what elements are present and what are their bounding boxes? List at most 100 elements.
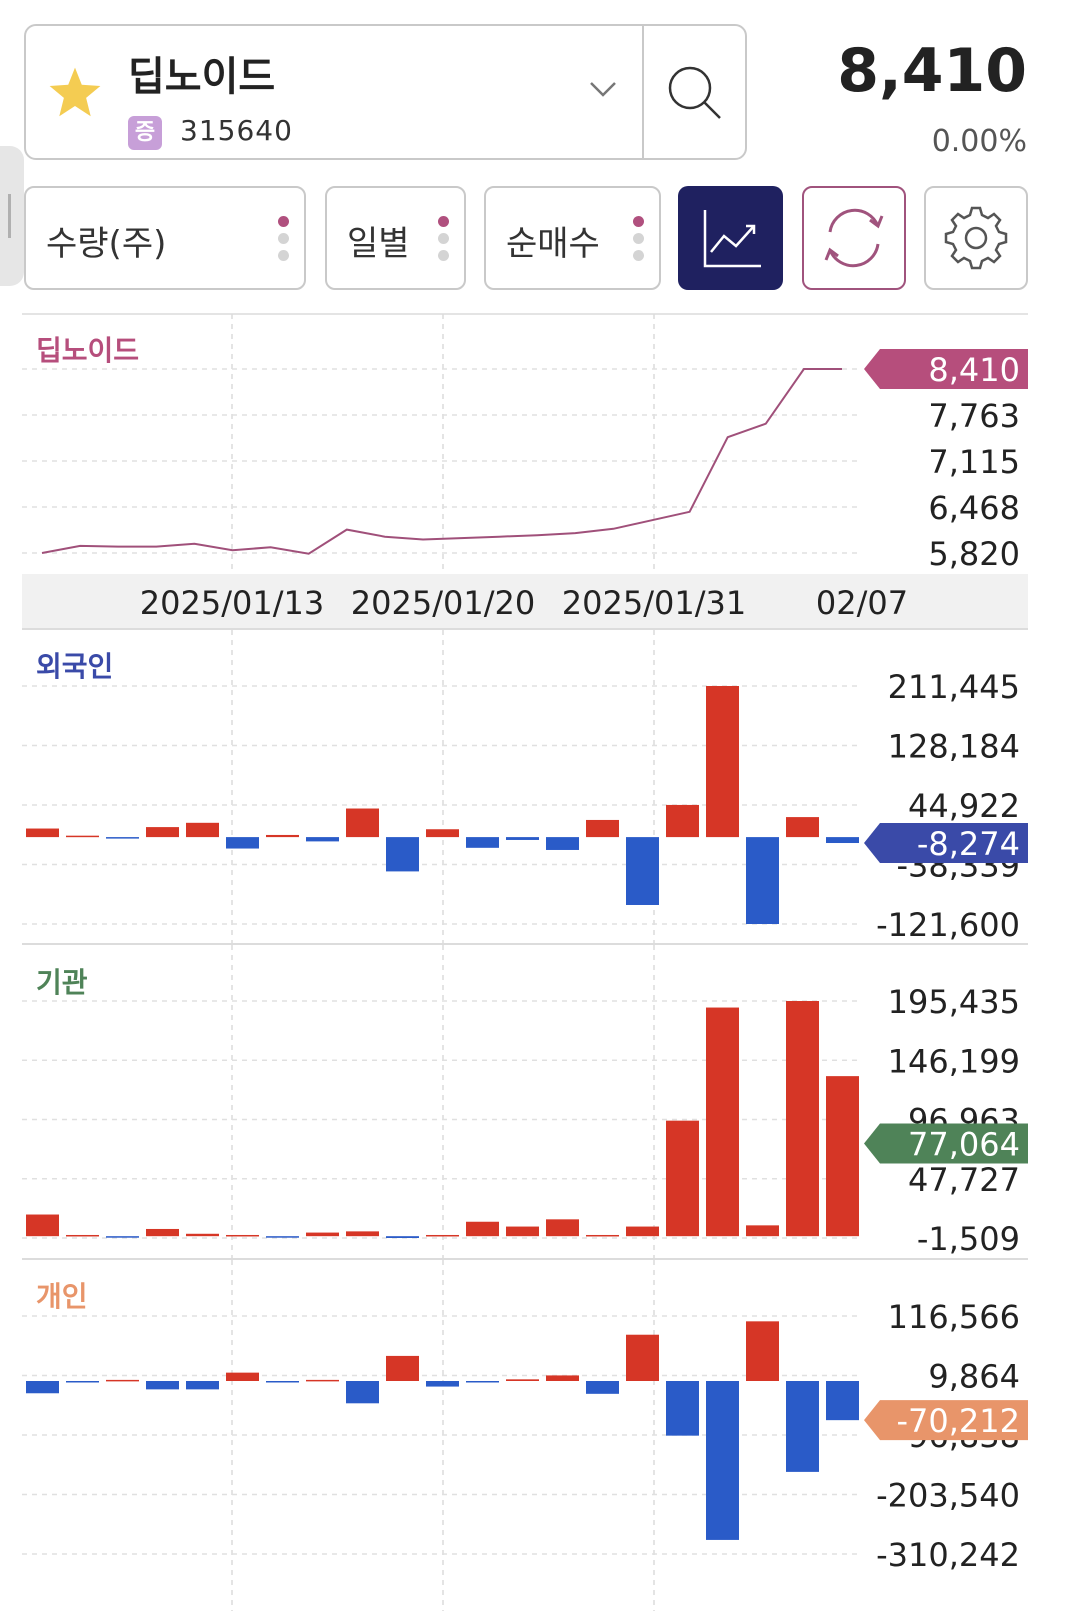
investor-trend-chart[interactable]: 8,410 7,763 7,115 6,468 5,820 딥노이드 2025/01/13 2… bbox=[0, 300, 1079, 1611]
period-selector[interactable]: 일별 bbox=[325, 186, 466, 290]
bar bbox=[226, 837, 259, 849]
bar bbox=[626, 837, 659, 905]
y-tick-label: -1,509 bbox=[917, 1220, 1020, 1258]
y-tick-label: 6,468 bbox=[928, 489, 1020, 527]
type-label: 순매수 bbox=[506, 224, 600, 264]
bar bbox=[386, 1236, 419, 1238]
bar bbox=[466, 1221, 499, 1237]
y-tick-label: 9,864 bbox=[928, 1358, 1020, 1396]
price-change: 0.00% bbox=[931, 124, 1027, 159]
y-tick-label: 128,184 bbox=[888, 728, 1020, 766]
bar bbox=[546, 1219, 579, 1237]
type-selector[interactable]: 순매수 bbox=[484, 186, 661, 290]
y-tick-label: 211,445 bbox=[888, 668, 1020, 706]
y-tick-label: 7,763 bbox=[928, 397, 1020, 435]
stock-code: 315640 bbox=[180, 114, 293, 147]
y-tick-label: 44,922 bbox=[908, 787, 1020, 825]
chart-view-button[interactable] bbox=[678, 186, 783, 290]
bar bbox=[626, 1334, 659, 1382]
bar bbox=[586, 1381, 619, 1394]
current-value-tag bbox=[864, 1400, 1028, 1441]
bar bbox=[306, 1379, 339, 1382]
bar bbox=[706, 686, 739, 838]
current-value-tag bbox=[864, 823, 1028, 864]
bar bbox=[546, 837, 579, 850]
bar bbox=[546, 1375, 579, 1382]
quantity-selector[interactable]: 수량(주) bbox=[24, 186, 306, 290]
bar bbox=[466, 837, 499, 848]
more-dots-icon bbox=[633, 216, 645, 267]
y-tick-label: 146,199 bbox=[888, 1042, 1020, 1080]
x-tick-label: 02/07 bbox=[816, 584, 908, 622]
bar bbox=[746, 837, 779, 924]
bar bbox=[586, 1234, 619, 1237]
bar bbox=[746, 1225, 779, 1237]
market-badge: 증 bbox=[128, 116, 162, 150]
bar bbox=[826, 1076, 859, 1237]
chevron-down-icon[interactable] bbox=[588, 78, 618, 100]
side-panel-handle[interactable] bbox=[0, 146, 24, 286]
bar bbox=[66, 835, 99, 838]
bar bbox=[66, 1381, 99, 1383]
current-value-label: -8,274 bbox=[917, 825, 1020, 863]
bar bbox=[266, 1381, 299, 1383]
bar bbox=[426, 1234, 459, 1237]
trend-chart-icon bbox=[703, 210, 761, 268]
bar bbox=[426, 1381, 459, 1387]
bar bbox=[226, 1372, 259, 1382]
y-tick-label: -310,242 bbox=[876, 1536, 1020, 1574]
bar bbox=[66, 1234, 99, 1237]
bar bbox=[266, 1236, 299, 1238]
current-value-label: -70,212 bbox=[896, 1402, 1020, 1440]
bar bbox=[226, 1234, 259, 1237]
current-value-tag bbox=[864, 1123, 1028, 1164]
bar bbox=[306, 1232, 339, 1237]
y-tick-label: 7,115 bbox=[928, 443, 1020, 481]
search-icon[interactable] bbox=[664, 62, 724, 122]
bar bbox=[746, 1321, 779, 1382]
bar bbox=[706, 1007, 739, 1237]
bar bbox=[506, 1379, 539, 1382]
x-tick-label: 2025/01/31 bbox=[562, 584, 746, 622]
panel-title: 개인 bbox=[36, 1280, 88, 1313]
bar bbox=[106, 1379, 139, 1382]
bar bbox=[146, 827, 179, 838]
more-dots-icon bbox=[438, 216, 450, 267]
bar bbox=[466, 1381, 499, 1383]
divider bbox=[642, 24, 644, 160]
more-dots-icon bbox=[278, 216, 290, 267]
quantity-label: 수량(주) bbox=[46, 224, 167, 264]
favorite-star-icon[interactable] bbox=[46, 64, 104, 122]
settings-button[interactable] bbox=[924, 186, 1028, 290]
current-price: 8,410 bbox=[837, 36, 1027, 106]
bar bbox=[786, 1381, 819, 1472]
y-tick-label: 47,727 bbox=[908, 1161, 1020, 1199]
bar bbox=[666, 1381, 699, 1436]
y-tick-label: 195,435 bbox=[888, 983, 1020, 1021]
bar bbox=[186, 822, 219, 838]
panel-title: 외국인 bbox=[36, 650, 113, 683]
bar bbox=[26, 1214, 59, 1237]
period-label: 일별 bbox=[347, 224, 410, 264]
bar bbox=[186, 1381, 219, 1390]
bar bbox=[346, 808, 379, 838]
bar bbox=[586, 819, 619, 838]
bar bbox=[346, 1231, 379, 1237]
bar bbox=[626, 1226, 659, 1237]
y-tick-label: -203,540 bbox=[876, 1477, 1020, 1515]
bar bbox=[826, 1381, 859, 1421]
bar bbox=[106, 837, 139, 839]
bar bbox=[506, 837, 539, 840]
x-axis-band bbox=[22, 574, 1028, 629]
gear-icon bbox=[944, 206, 1008, 270]
bar bbox=[826, 837, 859, 844]
bar bbox=[146, 1228, 179, 1237]
bar bbox=[706, 1381, 739, 1540]
bar bbox=[386, 1355, 419, 1382]
bar bbox=[666, 804, 699, 838]
bar bbox=[146, 1381, 179, 1390]
panel-title: 딥노이드 bbox=[36, 334, 139, 367]
current-value-label: 77,064 bbox=[908, 1125, 1020, 1163]
refresh-button[interactable] bbox=[802, 186, 906, 290]
bar bbox=[666, 1120, 699, 1237]
